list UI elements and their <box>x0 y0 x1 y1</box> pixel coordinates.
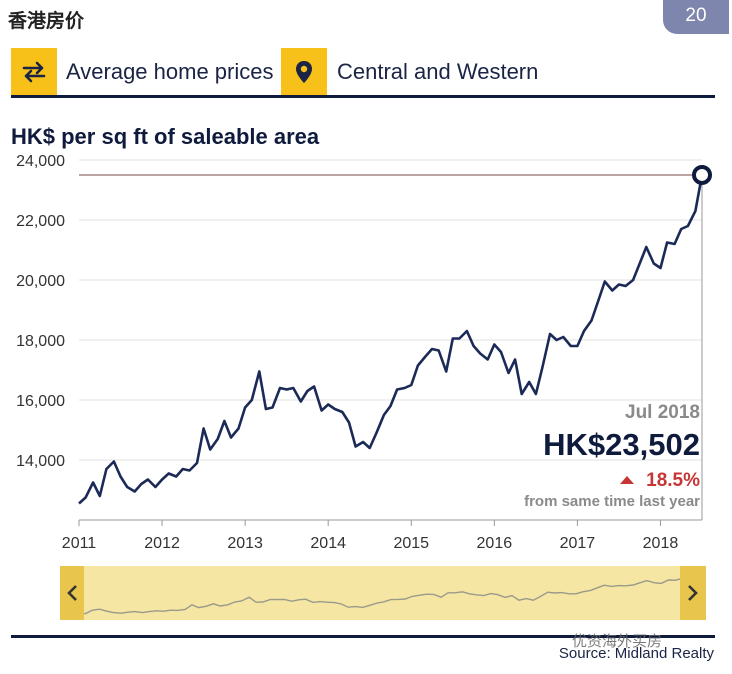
x-tick-label: 2016 <box>477 535 513 552</box>
x-tick-label: 2013 <box>227 535 263 552</box>
summary-value: HK$23,502 <box>543 427 700 462</box>
source-note: Source: Midland Realty <box>558 645 714 662</box>
metric-selector[interactable]: Average home prices <box>66 59 274 84</box>
x-tick-label: 2014 <box>310 535 346 552</box>
up-arrow-icon <box>620 476 634 484</box>
chevron-right-icon[interactable] <box>688 585 698 601</box>
watermark: 优资海外买房 <box>572 632 663 650</box>
y-tick-label: 16,000 <box>16 393 65 410</box>
navigator-background <box>60 566 706 620</box>
bottom-divider <box>11 635 715 638</box>
navigator-line <box>63 570 705 616</box>
range-navigator[interactable] <box>60 566 706 620</box>
navigator-right-handle[interactable] <box>680 566 706 620</box>
y-tick-label: 18,000 <box>16 333 65 350</box>
latest-point-marker[interactable] <box>692 164 712 185</box>
y-tick-label: 24,000 <box>16 153 65 170</box>
district-selector[interactable]: Central and Western <box>337 59 539 84</box>
navigator-left-handle[interactable] <box>60 566 84 620</box>
y-tick-label: 22,000 <box>16 213 65 230</box>
y-tick-label: 14,000 <box>16 453 65 470</box>
x-tick-label: 2015 <box>393 535 429 552</box>
chevron-left-icon[interactable] <box>67 585 77 601</box>
price-series-line <box>78 174 704 505</box>
swap-arrows-icon[interactable] <box>11 48 57 96</box>
map-pin-icon[interactable] <box>281 48 327 96</box>
x-tick-label: 2011 <box>62 535 97 552</box>
selector-bar: Average home prices Central and Western <box>11 48 715 98</box>
summary-change: 18.5% <box>646 470 700 491</box>
x-tick-label: 2017 <box>560 535 596 552</box>
chart-title: HK$ per sq ft of saleable area <box>11 124 320 149</box>
summary-date: Jul 2018 <box>625 402 700 423</box>
page-title: 香港房价 <box>8 10 85 32</box>
page-number-badge: 20 <box>663 0 729 34</box>
summary-change-note: from same time last year <box>524 493 700 510</box>
x-tick-label: 2012 <box>144 535 180 552</box>
y-tick-label: 20,000 <box>16 273 65 290</box>
selector-divider <box>11 95 715 98</box>
x-tick-label: 2018 <box>643 535 679 552</box>
